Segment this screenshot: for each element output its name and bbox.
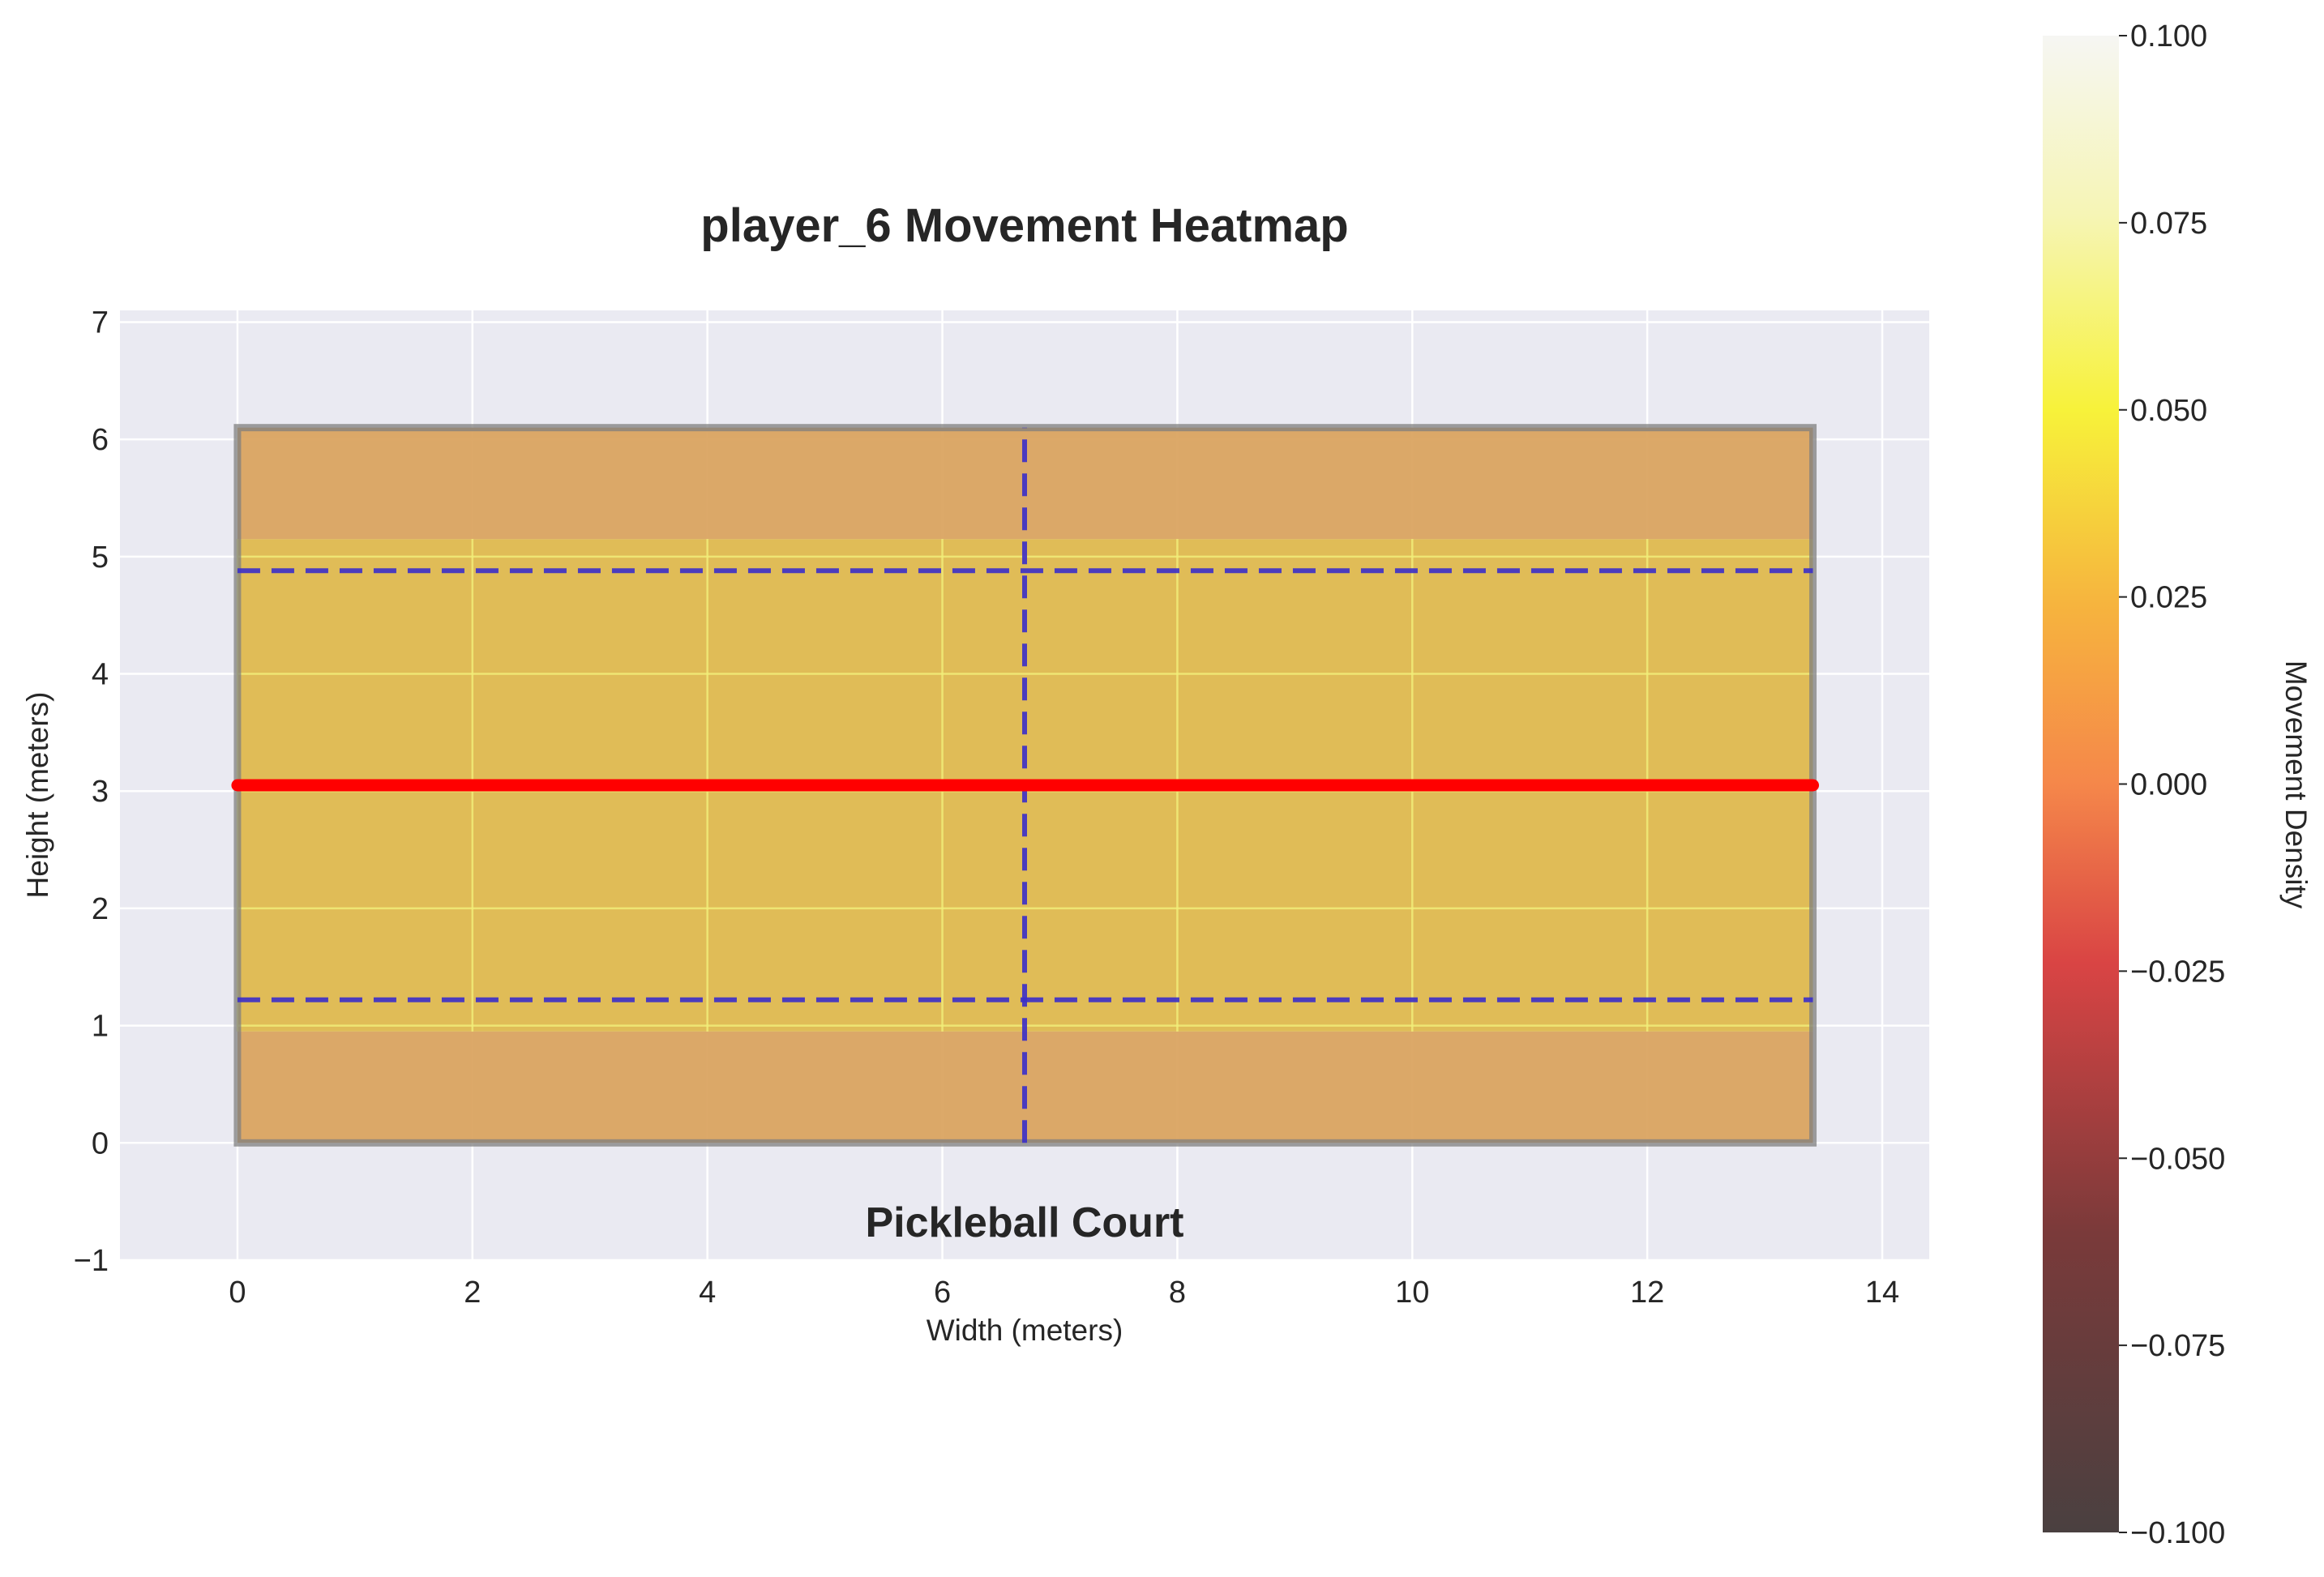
- x-tick-label: 0: [229, 1276, 246, 1310]
- y-tick-label: 2: [92, 892, 109, 926]
- y-tick-label: 1: [92, 1010, 109, 1044]
- x-tick-label: 10: [1395, 1276, 1429, 1310]
- colorbar-tick-label: −0.100: [2130, 1516, 2225, 1550]
- y-tick-label: 6: [92, 423, 109, 457]
- x-tick-label: 8: [1169, 1276, 1186, 1310]
- colorbar-tick-label: 0.075: [2130, 207, 2207, 241]
- y-tick-label: −1: [74, 1244, 109, 1278]
- colorbar-tick-label: −0.025: [2130, 955, 2225, 989]
- colorbar-tick-label: 0.100: [2130, 19, 2207, 53]
- y-tick-label: 7: [92, 306, 109, 340]
- colorbar: [2043, 36, 2119, 1532]
- x-tick-label: 14: [1865, 1276, 1899, 1310]
- colorbar-ticks: −0.100 −0.075 −0.050 −0.025 0.000 0.025 0.050 0…: [2119, 19, 2225, 1550]
- colorbar-tick-label: −0.075: [2130, 1329, 2225, 1363]
- y-tick-label: 4: [92, 658, 109, 692]
- x-tick-label: 12: [1630, 1276, 1664, 1310]
- x-ticks: 0 2 4 6 8 10 12 14: [229, 1276, 1899, 1310]
- x-tick-label: 2: [464, 1276, 481, 1310]
- y-ticks: −1 0 1 2 3 4 5 6 7: [74, 306, 109, 1278]
- court-lines: [231, 424, 1820, 1147]
- colorbar-label: Movement Density: [2279, 660, 2313, 909]
- colorbar-tick-label: −0.050: [2130, 1142, 2225, 1176]
- chart-title: player_6 Movement Heatmap: [700, 199, 1348, 252]
- x-tick-label: 6: [934, 1276, 951, 1310]
- y-tick-label: 3: [92, 775, 109, 809]
- colorbar-tick-label: 0.050: [2130, 394, 2207, 428]
- x-axis-label: Width (meters): [927, 1314, 1123, 1347]
- y-tick-label: 5: [92, 541, 109, 575]
- y-tick-label: 0: [92, 1126, 109, 1160]
- court-label: Pickleball Court: [866, 1199, 1184, 1246]
- x-tick-label: 4: [699, 1276, 716, 1310]
- colorbar-tick-label: 0.000: [2130, 768, 2207, 802]
- y-axis-label: Height (meters): [21, 692, 54, 899]
- colorbar-tick-label: 0.025: [2130, 581, 2207, 615]
